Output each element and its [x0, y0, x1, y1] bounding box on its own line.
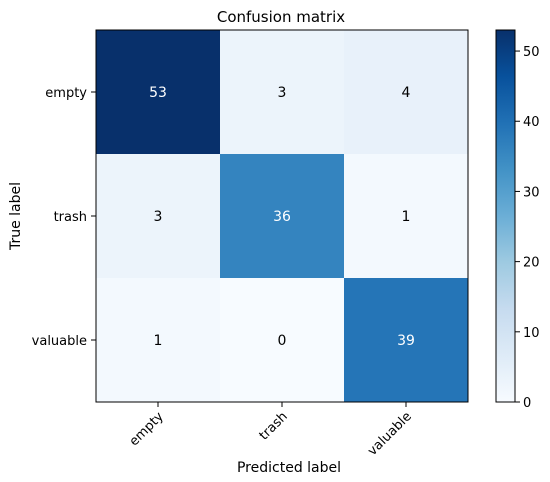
cell-value-label: 3	[278, 85, 287, 101]
colorbar-ticks: 0 10 20 30 40 50	[515, 45, 540, 411]
heatmap-cell	[344, 154, 468, 278]
colorbar-tick-label: 10	[523, 326, 540, 341]
y-axis-ticks: empty trash valuable	[32, 86, 96, 349]
x-tick-label: empty	[127, 409, 167, 449]
heatmap-cell	[220, 278, 344, 402]
cell-value-label: 4	[402, 85, 411, 101]
cell-value-label: 53	[149, 85, 167, 101]
cell-value-label: 36	[273, 209, 291, 225]
colorbar-tick-label: 20	[523, 256, 540, 271]
heatmap-grid: 53 3 4 3 36 1 1 0 39	[96, 30, 468, 402]
cell-value-label: 39	[397, 333, 415, 349]
cell-value-label: 1	[154, 333, 163, 349]
chart-title: Confusion matrix	[217, 8, 345, 26]
heatmap-cell	[220, 30, 344, 154]
colorbar-tick-label: 50	[523, 45, 540, 60]
heatmap-cell	[96, 154, 220, 278]
colorbar-tick-label: 40	[523, 115, 540, 130]
colorbar-tick-label: 30	[523, 185, 540, 200]
colorbar-tick-label: 0	[523, 396, 531, 411]
heatmap-cell	[344, 30, 468, 154]
y-axis-label: True label	[8, 182, 24, 251]
heatmap-cell	[344, 278, 468, 402]
cell-value-label: 0	[278, 333, 287, 349]
cell-value-label: 3	[154, 209, 163, 225]
x-axis-label: Predicted label	[237, 460, 341, 476]
x-tick-label: trash	[257, 409, 291, 443]
y-tick-label: trash	[54, 210, 87, 225]
x-tick-label: valuable	[365, 409, 415, 459]
cell-value-label: 1	[402, 209, 411, 225]
colorbar	[495, 29, 516, 403]
x-axis-ticks: empty trash valuable	[127, 402, 415, 459]
heatmap-cell	[96, 30, 220, 154]
y-tick-label: empty	[45, 86, 87, 101]
y-tick-label: valuable	[32, 334, 87, 349]
heatmap-cell	[220, 154, 344, 278]
heatmap-cell	[96, 278, 220, 402]
